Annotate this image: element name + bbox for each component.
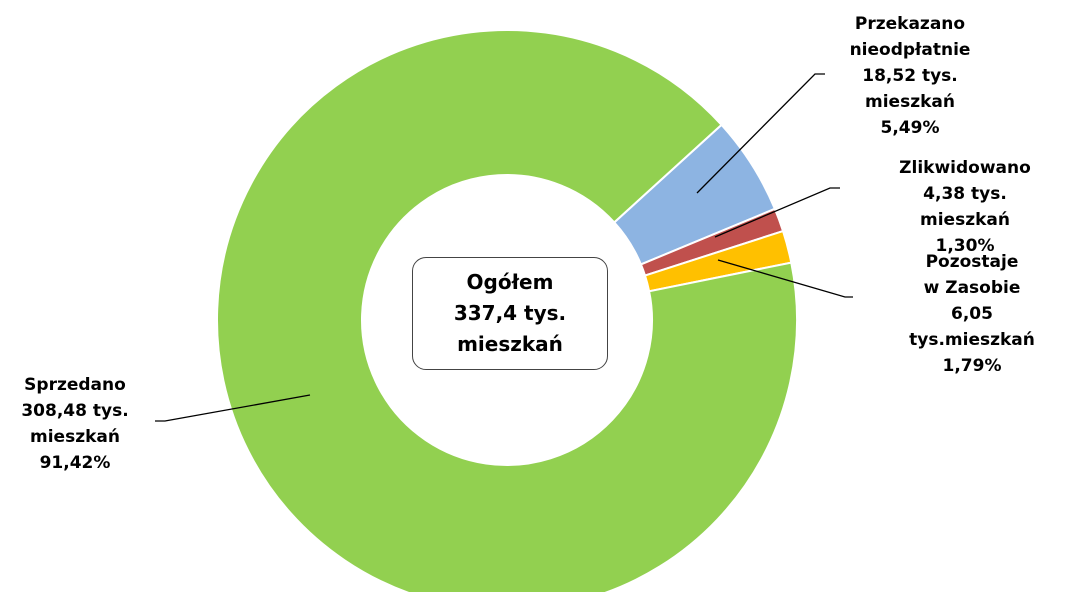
data-label: Przekazano nieodpłatnie 18,52 tys. mieszk…: [850, 11, 971, 141]
value-label: 5,49%: [880, 118, 940, 138]
data-label: Pozostaje w Zasobie 6,05 tys.mieszkań 1,79…: [909, 249, 1035, 379]
category-name: Przekazano nieodpłatnie: [849, 14, 971, 60]
amount-label: 4,38 tys. mieszkań: [920, 184, 1010, 230]
donut-segment: [216, 29, 798, 592]
value-label: 91,42%: [39, 453, 111, 473]
amount-label: 6,05 tys.mieszkań: [909, 304, 1035, 350]
amount-label: 308,48 tys. mieszkań: [21, 401, 129, 447]
category-name: Sprzedano: [24, 375, 126, 395]
value-label: 1,30%: [935, 236, 995, 256]
leader-line: [714, 187, 840, 238]
leader-line: [717, 259, 853, 298]
leader-line: [696, 73, 825, 194]
leader-line: [155, 394, 311, 422]
amount-label: 18,52 tys. mieszkań: [862, 66, 958, 112]
category-name: Pozostaje w Zasobie: [923, 252, 1021, 298]
category-name: Zlikwidowano: [899, 158, 1031, 178]
center-label: Ogółem 337,4 tys. mieszkań: [412, 257, 608, 370]
value-label: 1,79%: [942, 356, 1002, 376]
data-label: Zlikwidowano 4,38 tys. mieszkań 1,30%: [899, 155, 1031, 259]
data-label: Sprzedano 308,48 tys. mieszkań 91,42%: [21, 372, 128, 476]
